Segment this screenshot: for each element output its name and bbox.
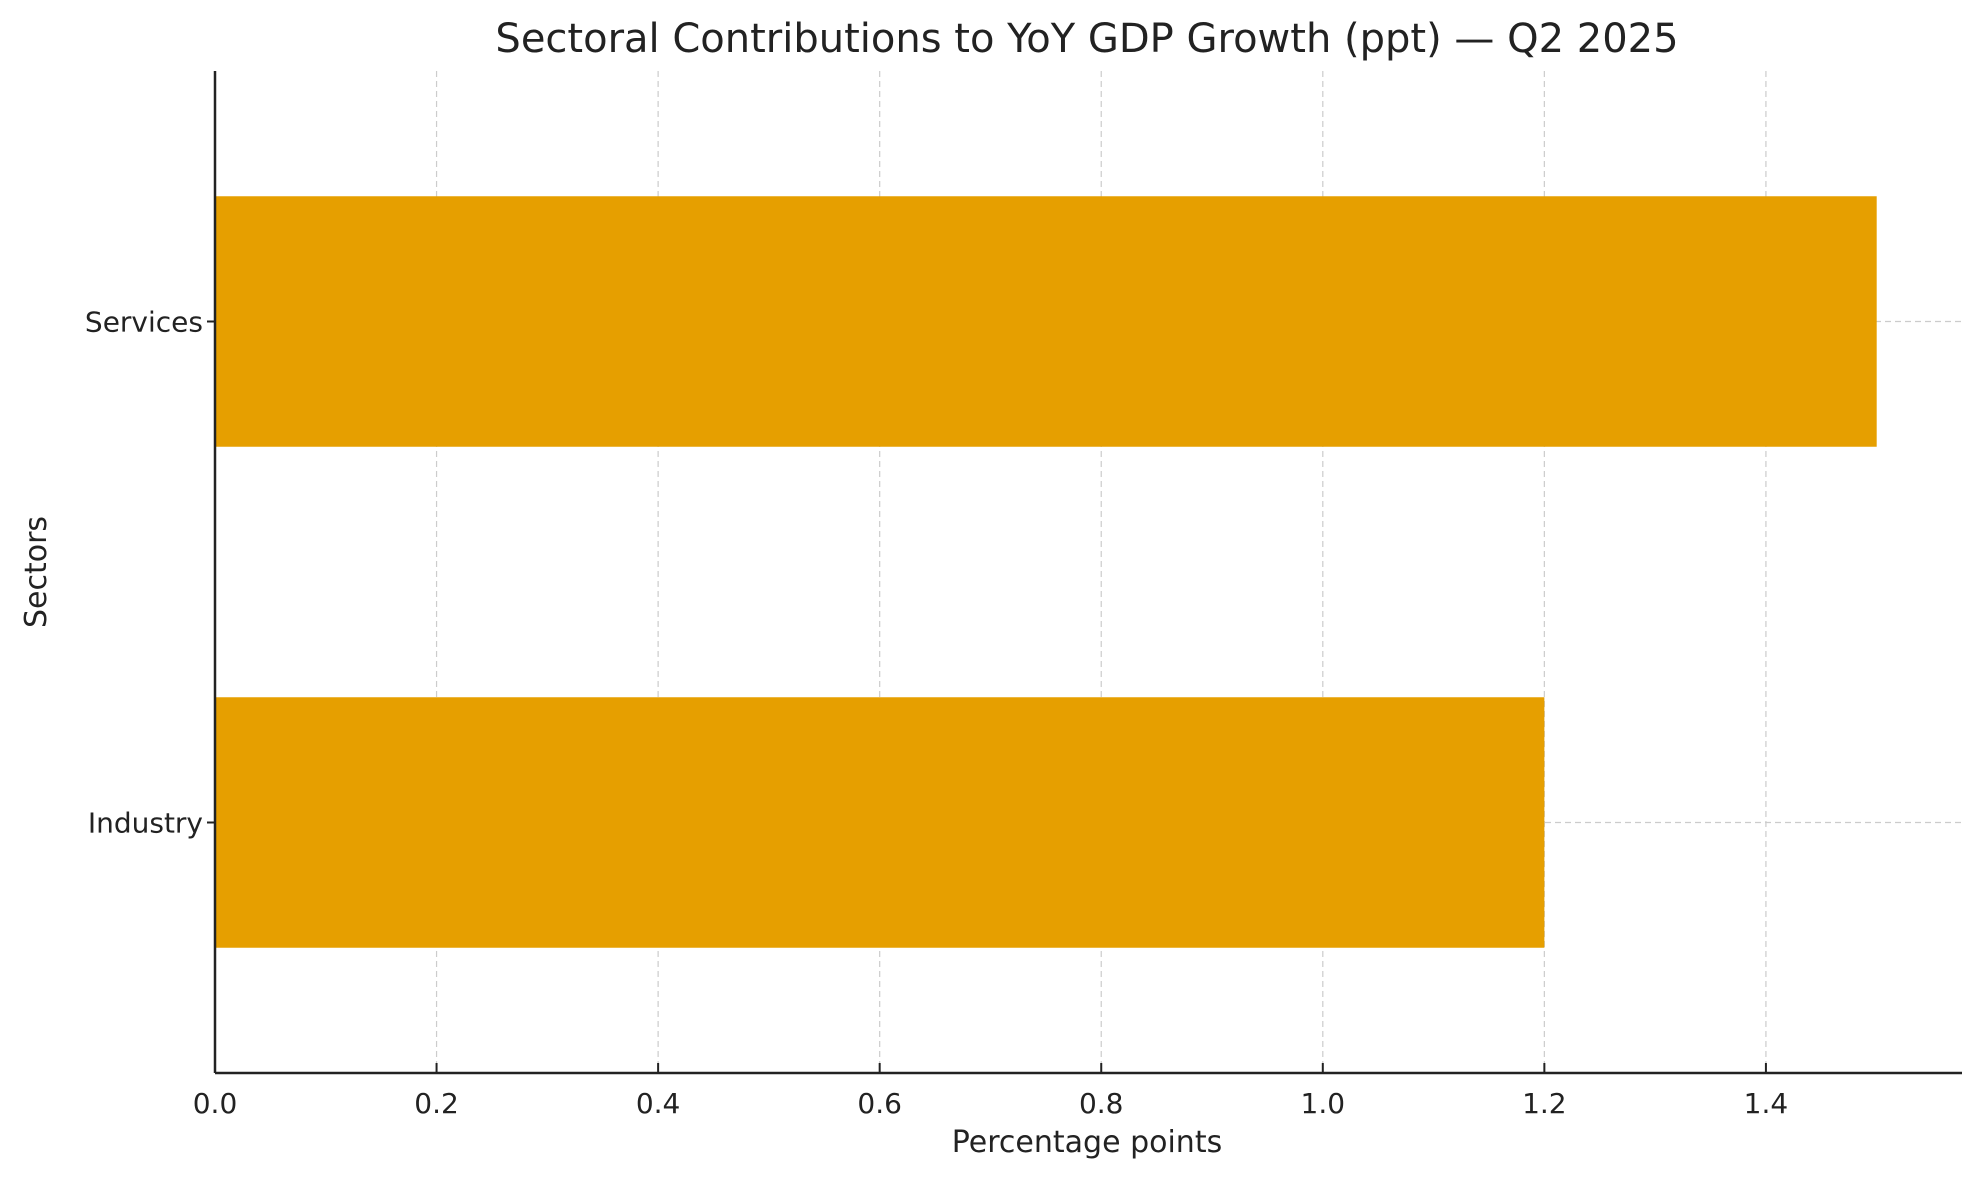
x-tick-label: 0.8: [1079, 1087, 1124, 1120]
y-tick-label: Industry: [88, 807, 203, 840]
x-tick-label: 1.2: [1522, 1087, 1567, 1120]
y-tick-label: Services: [85, 306, 203, 339]
x-axis-label: Percentage points: [952, 1125, 1222, 1160]
x-tick-label: 0.0: [193, 1087, 238, 1120]
y-ticks: Industry Services: [85, 306, 215, 840]
y-axis-label: Sectors: [19, 516, 54, 628]
bar-industry: [215, 697, 1545, 948]
bars: [215, 196, 1877, 948]
x-ticks: 0.0 0.2 0.4 0.6 0.8 1.0 1.2 1.4: [193, 1063, 1788, 1120]
x-tick-label: 1.0: [1301, 1087, 1346, 1120]
x-tick-label: 0.6: [857, 1087, 902, 1120]
bar-services: [215, 196, 1877, 447]
chart-title: Sectoral Contributions to YoY GDP Growth…: [495, 16, 1678, 62]
x-tick-label: 0.2: [414, 1087, 459, 1120]
x-tick-label: 0.4: [636, 1087, 681, 1120]
x-tick-label: 1.4: [1744, 1087, 1789, 1120]
